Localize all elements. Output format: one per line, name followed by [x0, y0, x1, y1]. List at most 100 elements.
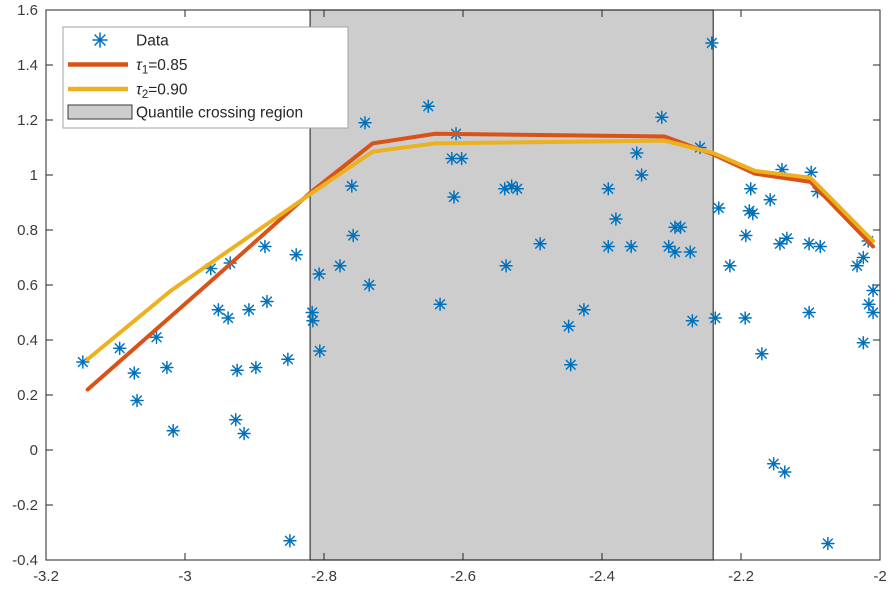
- scatter-marker: [655, 110, 669, 124]
- scatter-marker: [237, 426, 251, 441]
- scatter-marker: [130, 393, 144, 408]
- scatter-marker: [306, 314, 320, 328]
- legend-label-data: Data: [136, 33, 169, 50]
- x-tick-label: -2: [873, 568, 886, 585]
- tau1-line: [85, 131, 876, 392]
- scatter-marker: [76, 355, 90, 369]
- x-tick-label: -2.8: [311, 568, 337, 585]
- scatter-marker: [333, 259, 347, 273]
- x-tick-label: -2.6: [450, 568, 476, 585]
- scatter-marker: [866, 283, 880, 298]
- x-tick-label: -2.4: [589, 568, 615, 585]
- scatter-marker: [421, 99, 435, 113]
- legend-patch-sample: [67, 104, 133, 120]
- scatter-marker: [345, 179, 359, 193]
- scatter-marker: [249, 360, 263, 375]
- scatter-marker: [504, 179, 519, 193]
- x-tick-label: -3: [178, 568, 191, 585]
- scatter-marker: [673, 220, 688, 234]
- scatter-marker: [634, 168, 649, 182]
- scatter-marker: [447, 190, 461, 204]
- y-tick-label: 0.4: [17, 332, 38, 349]
- scatter-marker: [362, 278, 376, 292]
- scatter-marker: [773, 237, 787, 251]
- y-tick-label: -0.4: [12, 552, 38, 569]
- scatter-marker: [778, 465, 792, 479]
- scatter-marker: [149, 330, 164, 344]
- x-axis: -3.2 -3 -2.8 -2.6 -2.4 -2.2 -2: [33, 10, 887, 585]
- y-tick-label: 0: [30, 442, 38, 459]
- scatter-marker: [624, 239, 638, 254]
- quantile-crossing-region: [309, 9, 714, 561]
- scatter-marker: [510, 182, 524, 196]
- scatter-marker: [160, 360, 174, 375]
- y-tick-label: 0.6: [17, 277, 38, 294]
- scatter-marker: [281, 352, 295, 366]
- scatter-marker: [497, 182, 512, 196]
- scatter-marker: [630, 146, 644, 160]
- scatter-marker: [577, 303, 591, 317]
- scatter-marker: [738, 311, 752, 325]
- legend-marker-sample: [92, 32, 108, 48]
- scatter-marker: [499, 259, 513, 273]
- scatter-marker: [283, 534, 297, 548]
- scatter-marker: [661, 239, 676, 254]
- scatter-marker: [312, 267, 326, 281]
- scatter-marker: [601, 182, 616, 196]
- scatter-marker: [723, 259, 737, 273]
- scatter-marker: [230, 363, 244, 377]
- scatter-marker: [856, 250, 871, 265]
- scatter-marker: [166, 424, 180, 438]
- legend: Data τ1=0.85 τ2=0.90 Quantile crossing regi…: [62, 26, 349, 129]
- legend-label-tau2: τ2=0.90: [136, 82, 188, 102]
- scatter-marker: [433, 297, 447, 311]
- scatter-marker: [813, 239, 827, 254]
- scatter-marker: [705, 36, 719, 50]
- scatter-marker: [668, 245, 682, 259]
- scatter-marker: [763, 193, 777, 207]
- scatter-marker: [228, 413, 243, 427]
- y-tick-label: -0.2: [12, 497, 38, 514]
- scatter-marker: [221, 311, 235, 325]
- scatter-marker: [346, 228, 360, 243]
- scatter-marker: [358, 116, 372, 130]
- scatter-marker: [780, 231, 794, 245]
- scatter-marker: [743, 182, 758, 196]
- scatter-marker: [533, 237, 547, 251]
- scatter-marker: [127, 366, 142, 380]
- scatter-marker: [203, 261, 218, 276]
- scatter-marker: [609, 212, 623, 226]
- scatter-marker: [746, 206, 760, 221]
- scatter-marker: [313, 344, 327, 358]
- y-tick-label: 1.6: [17, 2, 38, 19]
- scatter-marker: [112, 341, 127, 355]
- scatter-marker: [850, 259, 864, 273]
- x-tick-label: -2.2: [728, 568, 754, 585]
- scatter-marker: [739, 228, 753, 243]
- y-axis: -0.4 -0.2 0 0.2 0.4 0.6 0.8 1 1.2 1.4 1.6: [12, 2, 880, 569]
- scatter-marker: [289, 248, 303, 262]
- y-tick-label: 1.4: [17, 57, 38, 74]
- scatter-marker: [866, 305, 880, 320]
- scatter-marker: [804, 165, 818, 179]
- legend-label-region: Quantile crossing region: [136, 105, 303, 122]
- y-tick-label: 1: [30, 167, 38, 184]
- scatter-marker: [601, 239, 616, 254]
- scatter-marker: [445, 151, 459, 166]
- y-tick-label: 0.2: [17, 387, 38, 404]
- y-tick-label: 0.8: [17, 222, 38, 239]
- scatter-marker: [856, 336, 871, 350]
- scatter-marker: [305, 305, 319, 320]
- scatter-marker: [775, 162, 789, 177]
- scatter-marker: [683, 245, 698, 259]
- scatter-marker: [561, 319, 576, 333]
- scatter-marker: [258, 239, 272, 254]
- scatter-marker: [708, 311, 723, 325]
- scatter-marker: [211, 303, 226, 317]
- scatter-marker: [712, 201, 726, 215]
- scatter-marker: [755, 347, 769, 361]
- scatter-marker: [821, 536, 835, 551]
- scatter-marker: [802, 305, 816, 320]
